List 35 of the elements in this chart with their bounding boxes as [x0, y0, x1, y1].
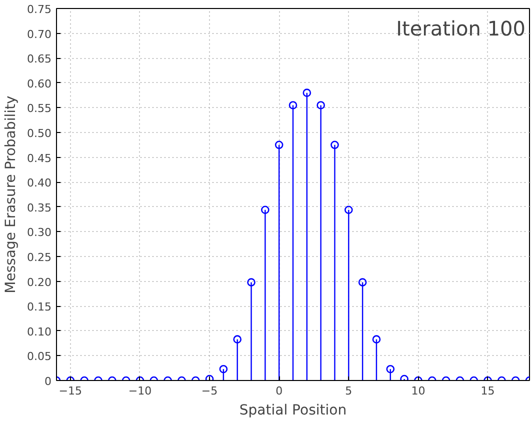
y-tick-label: 0.10: [27, 325, 52, 338]
x-tick-label: 15: [480, 384, 495, 398]
point: [302, 88, 312, 97]
x-axis-title: Spatial Position: [239, 402, 347, 418]
point: [330, 140, 339, 150]
y-tick-label: 0.40: [27, 176, 52, 190]
y-tick-label: 0.60: [27, 77, 52, 90]
y-tick-label: 0: [44, 375, 52, 388]
x-tick-label: 0: [276, 384, 283, 398]
point: [316, 101, 325, 110]
x-tick-label: −5: [201, 384, 218, 398]
x-tick-label: −15: [58, 384, 82, 398]
point: [358, 278, 367, 286]
y-tick-label: 0.20: [27, 276, 52, 289]
x-tick-label: −10: [128, 384, 152, 398]
y-tick-label: 0.70: [27, 28, 52, 41]
y-tick-label: 0.65: [27, 52, 52, 66]
point: [261, 206, 270, 214]
y-axis-title: Message Erasure Probability: [3, 96, 20, 294]
y-tick-label: 0.30: [27, 226, 52, 240]
y-tick-label: 0.55: [27, 102, 52, 116]
annotation: Iteration 100: [396, 16, 526, 40]
point: [247, 278, 256, 286]
y-tick-label: 0.05: [27, 350, 52, 364]
point: [274, 140, 284, 150]
y-tick-label: 0.25: [27, 251, 52, 264]
point: [344, 206, 353, 214]
y-tick-label: 0.35: [27, 201, 52, 214]
y-tick-label: 0.50: [27, 127, 52, 140]
y-tick-label: 0.15: [27, 300, 52, 314]
y-tick-label: 0.75: [27, 3, 52, 16]
x-tick-label: 5: [345, 384, 352, 398]
point: [288, 101, 298, 110]
x-tick-label: 10: [411, 384, 426, 398]
y-tick-label: 0.45: [27, 152, 52, 165]
